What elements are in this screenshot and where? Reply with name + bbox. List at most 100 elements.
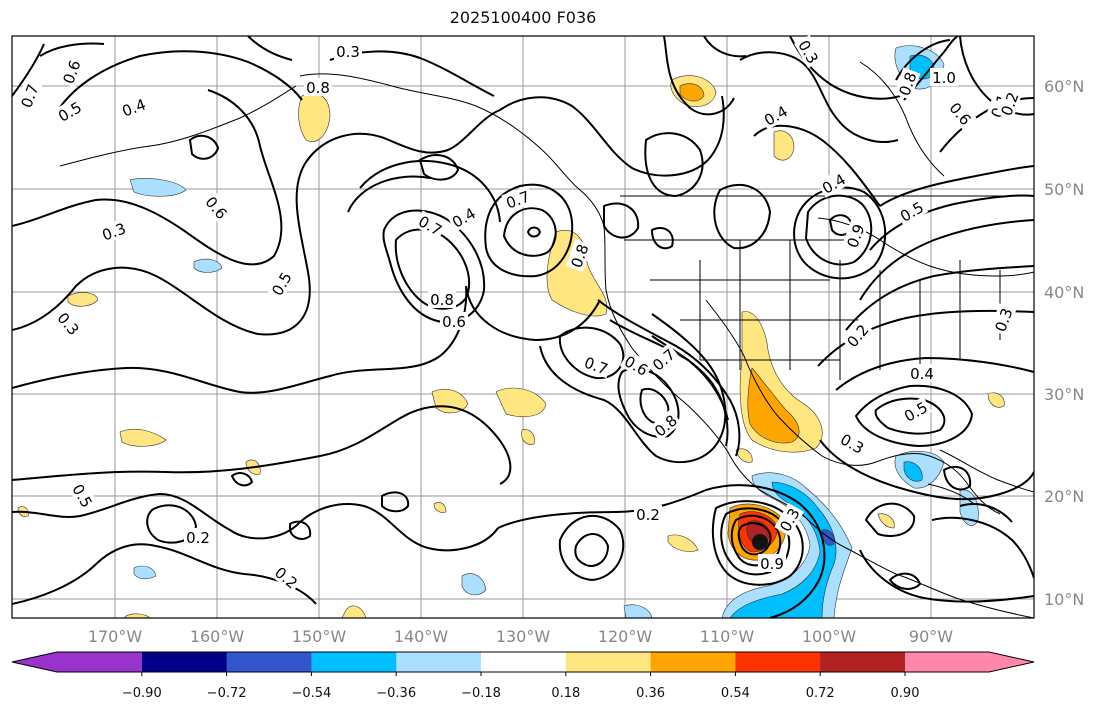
contour-line	[903, 36, 959, 101]
contour-label-group: 0.8	[304, 78, 332, 97]
contour-line	[574, 533, 610, 567]
contour-line	[247, 36, 293, 61]
fill-patch	[903, 461, 923, 482]
contour-line	[650, 227, 674, 250]
contour-line	[39, 42, 105, 57]
colorbar-outline	[11, 651, 1035, 673]
contour-label: 0.2	[186, 529, 210, 547]
colorbar-tick-label: −0.54	[291, 686, 331, 701]
colorbar-segment	[481, 652, 567, 672]
contour-label-bg	[413, 210, 448, 240]
colorbar-segment	[565, 652, 652, 672]
longitude-label: 170°W	[88, 627, 143, 646]
contour-label-bg	[52, 96, 87, 126]
fill-patch	[129, 178, 187, 197]
map-frame	[11, 35, 1035, 619]
contour-label-group: 0.9	[758, 554, 786, 573]
contour-line	[12, 43, 45, 97]
map-content	[12, 36, 1034, 618]
contour-line	[12, 405, 512, 485]
contour-label-bg	[68, 478, 98, 513]
latitude-label: 40°N	[1044, 283, 1084, 302]
contour-line	[499, 95, 725, 177]
colorbar-segment	[820, 652, 906, 672]
longitude-label: 90°W	[909, 627, 953, 646]
colorbar-tick-label: 0.72	[806, 686, 835, 701]
contour-line	[859, 549, 1034, 603]
map-title: 2025100400 F036	[449, 8, 597, 27]
contour-label: 0.2	[636, 506, 660, 524]
colorbar-tick-label: 0.36	[636, 686, 665, 701]
contour-label-bg	[619, 350, 654, 380]
contour-line	[12, 543, 317, 605]
contour-label-bg	[894, 196, 929, 226]
contour-label-bg	[304, 78, 332, 96]
colorbar-tick-label: 0.54	[721, 686, 750, 701]
contour-label: 0.9	[760, 555, 784, 573]
contour-label-group: 0.4	[908, 364, 936, 383]
contour-label-bg	[184, 528, 212, 546]
longitude-label: 140°W	[394, 627, 449, 646]
colorbar-segment	[311, 652, 397, 672]
contour-line	[931, 516, 1034, 579]
colorbar	[11, 651, 1035, 673]
colorbar-segment	[141, 652, 228, 672]
contour-line	[739, 51, 899, 143]
contour-label-bg	[774, 502, 804, 537]
fill-patch	[433, 502, 447, 513]
contour-line	[942, 465, 972, 491]
contour-line	[12, 109, 501, 336]
contour-label-group: 0.8	[565, 239, 593, 272]
contour-label-bg	[57, 55, 85, 88]
contour-label-bg	[794, 34, 824, 69]
contour-label-bg	[580, 351, 613, 379]
fill-patch	[119, 428, 167, 447]
contour-label: 0.3	[336, 43, 360, 61]
latitude-label: 60°N	[1044, 77, 1084, 96]
contour-label: 0.8	[306, 79, 330, 97]
coastline	[939, 449, 1034, 493]
contour-label-group: 0.6	[440, 312, 468, 331]
contour-line	[526, 226, 542, 238]
contour-label-bg	[15, 79, 43, 112]
contour-label-bg	[995, 87, 1023, 120]
contour-line	[864, 502, 916, 537]
contour-line	[819, 439, 1034, 501]
fill-patch	[773, 130, 795, 161]
contour-line	[57, 50, 303, 111]
contour-label-bg	[908, 364, 936, 382]
contour-label-bg	[758, 100, 793, 130]
contour-line	[230, 472, 254, 487]
fill-patch	[193, 258, 223, 273]
contour-line	[12, 492, 499, 552]
fill-patch	[461, 573, 487, 596]
fill-patch	[987, 392, 1005, 408]
contour-label-group: 0.8	[428, 290, 456, 309]
contour-label-bg	[334, 42, 362, 60]
contour-label-bg	[440, 312, 468, 330]
contour-label: 1.0	[932, 69, 956, 87]
contour-line	[12, 285, 468, 394]
contour-line	[835, 356, 1034, 391]
contour-label: 0.6	[442, 313, 466, 331]
fill-patch	[623, 604, 653, 618]
contour-line	[603, 202, 640, 239]
contour-line	[558, 326, 625, 380]
colorbar-tick-label: 0.90	[891, 686, 920, 701]
colorbar-tick-label: −0.72	[207, 686, 247, 701]
contour-line	[484, 183, 574, 278]
colorbar-tick-label: −0.90	[122, 686, 162, 701]
longitude-label: 110°W	[700, 627, 755, 646]
fill-patch	[751, 533, 769, 551]
contour-line	[188, 134, 220, 160]
contour-label-group: 1.0	[930, 68, 958, 87]
colorbar-segment	[226, 652, 312, 672]
contour-label-bg	[97, 217, 130, 245]
contour-line	[845, 265, 1034, 331]
coastline	[859, 61, 945, 177]
latitude-label: 10°N	[1044, 590, 1084, 609]
colorbar-extend-low	[12, 652, 142, 672]
contour-label-bg	[270, 561, 304, 594]
fill-patch	[133, 565, 157, 580]
